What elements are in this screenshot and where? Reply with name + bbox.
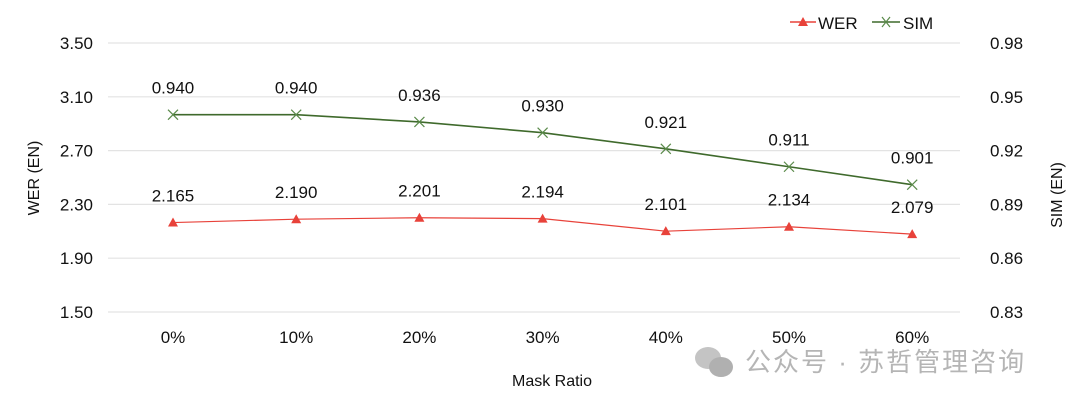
data-label-sim: 0.901 — [891, 149, 934, 168]
x-tick-label: 20% — [402, 328, 436, 347]
x-axis-title: Mask Ratio — [512, 373, 592, 390]
y-axis-title: WER (EN) — [26, 141, 43, 216]
data-label-wer: 2.194 — [521, 183, 564, 202]
gridlines — [108, 42, 960, 313]
sim-marker — [413, 116, 425, 128]
data-label-wer: 2.201 — [398, 182, 441, 201]
x-tick-label: 60% — [895, 328, 929, 347]
wer-marker — [784, 221, 794, 231]
y2-tick-label: 0.86 — [990, 249, 1023, 268]
y2-tick-label: 0.89 — [990, 195, 1023, 214]
legend-sim-marker — [881, 16, 891, 28]
y2-tick-label: 0.92 — [990, 142, 1023, 161]
data-label-wer: 2.079 — [891, 198, 934, 217]
sim-marker — [290, 109, 302, 121]
sim-marker — [906, 179, 918, 191]
data-label-sim: 0.921 — [645, 113, 688, 132]
x-tick-label: 0% — [161, 328, 186, 347]
x-tick-label: 30% — [526, 328, 560, 347]
watermark-text: 公众号 · 苏哲管理咨询 — [745, 347, 1027, 377]
left-axis-ticks: 3.50 3.10 2.70 2.30 1.90 1.50 — [60, 34, 93, 322]
y-tick-label: 1.50 — [60, 303, 93, 322]
sim-marker-stroke — [413, 116, 425, 128]
y2-axis-title: SIM (EN) — [1049, 162, 1066, 228]
data-label-wer: 2.165 — [152, 187, 195, 206]
wer-marker — [537, 213, 548, 223]
sim-marker-stroke — [783, 161, 795, 173]
data-label-sim: 0.936 — [398, 86, 441, 105]
y-tick-label: 3.50 — [60, 34, 93, 53]
data-label-wer: 2.134 — [768, 191, 811, 210]
x-axis-ticks: 0% 10% 20% 30% 40% 50% 60% — [161, 328, 930, 347]
wechat-icon — [695, 345, 735, 377]
y-tick-label: 3.10 — [60, 88, 93, 107]
y2-tick-label: 0.83 — [990, 303, 1023, 322]
y-tick-label: 1.90 — [60, 249, 93, 268]
wer-marker — [660, 226, 671, 236]
sim-marker-stroke — [660, 143, 672, 155]
legend-wer-marker — [798, 17, 808, 26]
wer-marker — [907, 229, 918, 239]
wer-marker — [168, 217, 178, 227]
right-axis-ticks: 0.98 0.95 0.92 0.89 0.86 0.83 — [990, 34, 1023, 322]
y-tick-label: 2.70 — [60, 142, 93, 161]
data-label-sim: 0.940 — [275, 79, 318, 98]
legend-sim-label: SIM — [903, 14, 933, 33]
legend: WER SIM — [790, 14, 933, 33]
y2-tick-label: 0.95 — [990, 88, 1023, 107]
y-tick-label: 2.30 — [60, 195, 93, 214]
x-tick-label: 40% — [649, 328, 683, 347]
sim-marker — [783, 161, 795, 173]
wer-marker — [414, 212, 425, 222]
data-label-sim: 0.940 — [152, 79, 195, 98]
x-tick-label: 10% — [279, 328, 313, 347]
data-label-sim: 0.930 — [521, 97, 564, 116]
watermark: 公众号 · 苏哲管理咨询 — [695, 342, 1026, 379]
sim-marker-stroke — [537, 127, 549, 139]
wer-marker — [291, 214, 302, 224]
data-label-sim: 0.911 — [768, 131, 809, 150]
y2-tick-label: 0.98 — [990, 34, 1023, 53]
sim-marker-stroke — [167, 109, 179, 121]
sim-marker — [660, 143, 672, 155]
legend-wer-label: WER — [818, 14, 858, 33]
sim-marker — [537, 127, 549, 139]
sim-marker-stroke — [290, 109, 302, 121]
data-label-wer: 2.101 — [645, 195, 688, 214]
sim-marker — [167, 109, 179, 121]
data-label-wer: 2.190 — [275, 183, 318, 202]
x-tick-label: 50% — [772, 328, 806, 347]
sim-marker-stroke — [906, 179, 918, 191]
series-layer: 2.165 2.190 2.201 2.194 2.101 2.134 2.079 0.940… — [152, 79, 934, 239]
